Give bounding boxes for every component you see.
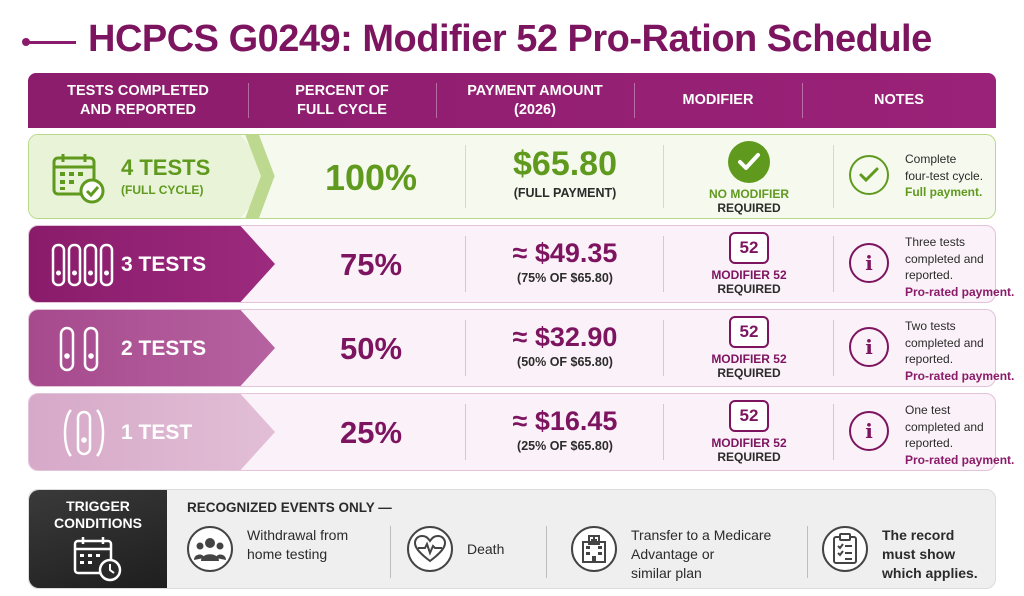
tests-tag: 4 TESTS (FULL CYCLE) [29, 135, 275, 218]
note-text: Two tests completed and reported. Pro-ra… [905, 318, 1020, 384]
payment-sub: (75% OF $65.80) [517, 271, 613, 285]
column-header-notes: NOTES [874, 92, 924, 109]
event-label: Withdrawal from home testing [247, 527, 349, 562]
trigger-conditions-box: TRIGGER CONDITIONS [29, 490, 167, 588]
event-label: Death [467, 541, 505, 557]
event-label: The record must show which applies. [882, 527, 978, 581]
note-emphasis: Pro-rated payment. [905, 368, 1015, 383]
modifier-label: MODIFIER 52 [711, 436, 787, 450]
payment-cell: ≈ $32.90 (50% OF $65.80) [467, 310, 663, 369]
tests-tag: 2 TESTS [29, 310, 275, 386]
payment-amount: ≈ $49.35 [512, 238, 618, 268]
table-row-1-test: 1 TEST 25% ≈ $16.45 (25% OF $65.80) 52 M… [28, 393, 1014, 471]
column-header-modifier: MODIFIER [682, 92, 754, 109]
column-header-percent: PERCENT OF FULL CYCLE [295, 82, 389, 118]
percent-value: 100% [324, 157, 418, 198]
trigger-conditions-panel: TRIGGER CONDITIONS RECOGNIZED EVENTS ONL… [28, 489, 996, 589]
note-text: Three tests completed and reported. Pro-… [905, 234, 1020, 300]
modifier-code-badge: 52 [729, 232, 769, 264]
table-row-3-tests: 3 TESTS 75% ≈ $49.35 (75% OF $65.80) 52 … [28, 225, 1014, 303]
header-divider [634, 83, 635, 118]
test-strips-icon [51, 243, 114, 287]
tests-count-label: 3 TESTS [121, 253, 207, 276]
percent-value: 50% [339, 331, 403, 366]
tests-count-label: 1 TEST [121, 421, 193, 444]
clipboard-checklist-icon [822, 526, 868, 572]
modifier-cell: 52 MODIFIER 52 REQUIRED [665, 394, 833, 464]
info-icon: i [849, 411, 889, 451]
calendar-check-icon [52, 154, 105, 204]
column-header-payment: PAYMENT AMOUNT (2026) [467, 82, 603, 118]
payment-sub: (FULL PAYMENT) [513, 186, 617, 200]
note-emphasis: Pro-rated payment. [905, 284, 1015, 299]
table-row-2-tests: 2 TESTS 50% ≈ $32.90 (50% OF $65.80) 52 … [28, 309, 1014, 387]
trigger-title: TRIGGER CONDITIONS [54, 498, 142, 531]
modifier-code-badge: 52 [729, 400, 769, 432]
page-title: HCPCS G0249: Modifier 52 Pro-Ration Sche… [88, 18, 932, 60]
modifier-label: NO MODIFIER [709, 187, 789, 201]
note-text: One test completed and reported. Pro-rat… [905, 402, 1020, 468]
tests-tag: 1 TEST [29, 394, 275, 470]
people-icon [187, 526, 233, 572]
event-death: Death [407, 520, 557, 582]
modifier-code-badge: 52 [729, 316, 769, 348]
tests-count-label: 4 TESTS [121, 155, 211, 180]
info-icon: i [849, 327, 889, 367]
payment-amount: ≈ $16.45 [512, 406, 618, 436]
modifier-required: REQUIRED [717, 366, 781, 380]
tests-sub-label: (FULL CYCLE) [121, 183, 204, 197]
modifier-required: REQUIRED [717, 201, 781, 215]
test-strips-icon [59, 326, 99, 372]
hospital-icon [571, 526, 617, 572]
note-text: Complete four-test cycle. Full payment. [905, 151, 1020, 201]
tests-count-label: 2 TESTS [121, 337, 207, 360]
check-icon [849, 155, 889, 195]
table-header: TESTS COMPLETED AND REPORTED PERCENT OF … [28, 73, 996, 128]
header-divider [802, 83, 803, 118]
test-strip-icon [63, 409, 105, 457]
column-header-tests: TESTS COMPLETED AND REPORTED [67, 82, 209, 118]
header-divider [436, 83, 437, 118]
percent-value: 75% [339, 247, 403, 282]
heart-monitor-icon [407, 526, 453, 572]
modifier-required: REQUIRED [717, 450, 781, 464]
header-divider [248, 83, 249, 118]
modifier-cell: 52 MODIFIER 52 REQUIRED [665, 310, 833, 380]
table-row-4-tests: 4 TESTS (FULL CYCLE) 100% $65.80 (FULL P… [28, 134, 996, 219]
modifier-cell: 52 MODIFIER 52 REQUIRED [665, 226, 833, 296]
payment-cell: $65.80 (FULL PAYMENT) [467, 135, 663, 200]
modifier-label: MODIFIER 52 [711, 352, 787, 366]
modifier-cell: NO MODIFIER REQUIRED [665, 135, 833, 215]
calendar-clock-icon [73, 537, 122, 582]
payment-cell: ≈ $16.45 (25% OF $65.80) [467, 394, 663, 453]
note-emphasis: Pro-rated payment. [905, 452, 1015, 467]
event-record-note: The record must show which applies. [822, 520, 992, 582]
modifier-label: MODIFIER 52 [711, 268, 787, 282]
event-label: Transfer to a Medicare Advantage or simi… [631, 527, 772, 581]
percent-value: 25% [339, 415, 403, 450]
info-icon: i [849, 243, 889, 283]
payment-sub: (50% OF $65.80) [517, 355, 613, 369]
payment-sub: (25% OF $65.80) [517, 439, 613, 453]
trigger-heading: RECOGNIZED EVENTS ONLY — [187, 500, 392, 515]
note-emphasis: Full payment. [905, 185, 983, 200]
tests-tag: 3 TESTS [29, 226, 275, 302]
payment-amount: $65.80 [513, 145, 617, 183]
event-transfer: Transfer to a Medicare Advantage or simi… [571, 520, 801, 582]
chevron-right-icon [245, 135, 275, 218]
title-bar: HCPCS G0249: Modifier 52 Pro-Ration Sche… [0, 14, 1024, 66]
payment-cell: ≈ $49.35 (75% OF $65.80) [467, 226, 663, 285]
title-accent-line [28, 41, 76, 44]
event-withdrawal: Withdrawal from home testing [187, 520, 397, 582]
payment-amount: ≈ $32.90 [512, 322, 618, 352]
modifier-required: REQUIRED [717, 282, 781, 296]
check-circle-icon [728, 141, 770, 183]
title-bullet-dot [22, 38, 30, 46]
